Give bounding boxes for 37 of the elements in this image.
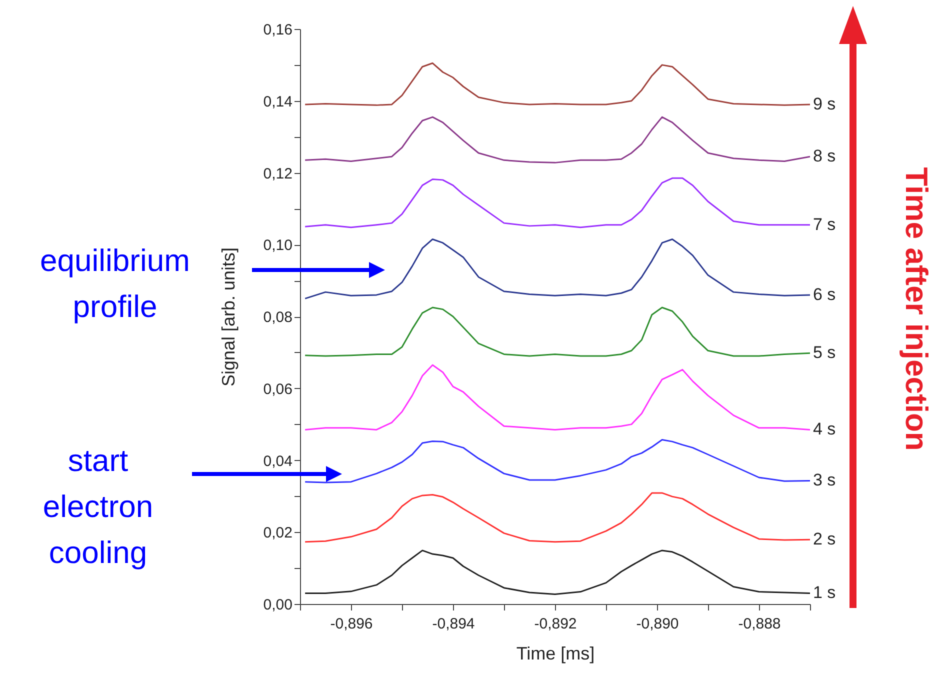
y-tick-label: 0,04 (263, 452, 292, 470)
line-series (304, 364, 811, 430)
line-series (304, 238, 811, 300)
series-label: 6 s (813, 284, 836, 304)
x-tick-label: -0,892 (534, 616, 577, 632)
series-label: 2 s (813, 530, 836, 549)
y-tick-label: 0,16 (263, 22, 292, 38)
line-series (304, 306, 811, 357)
x-tick-label: -0,896 (330, 616, 373, 632)
y-tick-label: 0,10 (263, 237, 292, 254)
series-label: 9 s (813, 94, 836, 114)
line-series (304, 439, 811, 484)
x-tick-label: -0,888 (738, 616, 781, 632)
x-tick-label: -0,890 (636, 616, 679, 632)
series-label: 3 s (813, 470, 836, 490)
y-tick-label: 0,02 (263, 524, 292, 542)
series-label: 5 s (813, 343, 836, 362)
y-axis-title: Signal [arb. units] (218, 247, 238, 387)
y-tick-label: 0,12 (263, 165, 292, 182)
series-label: 4 s (813, 420, 836, 439)
line-series (304, 116, 811, 164)
text: start electron cooling (42, 443, 154, 570)
line-series (304, 550, 811, 596)
text: Time after injection (899, 167, 934, 451)
x-axis-title: Time [ms] (516, 644, 595, 664)
series-label: 1 s (813, 583, 836, 602)
series-label: 7 s (813, 214, 836, 234)
y-tick-label: 0,08 (263, 309, 292, 326)
x-tick-label: -0,894 (432, 616, 475, 632)
y-tick-label: 0,14 (263, 93, 292, 110)
line-series (304, 62, 811, 106)
line-series (304, 492, 811, 543)
y-tick-label: 0,00 (263, 596, 292, 614)
y-tick-label: 0,06 (263, 380, 292, 398)
series-label: 8 s (813, 146, 836, 166)
text: equilibrium profile (40, 243, 190, 324)
line-series (304, 177, 811, 228)
